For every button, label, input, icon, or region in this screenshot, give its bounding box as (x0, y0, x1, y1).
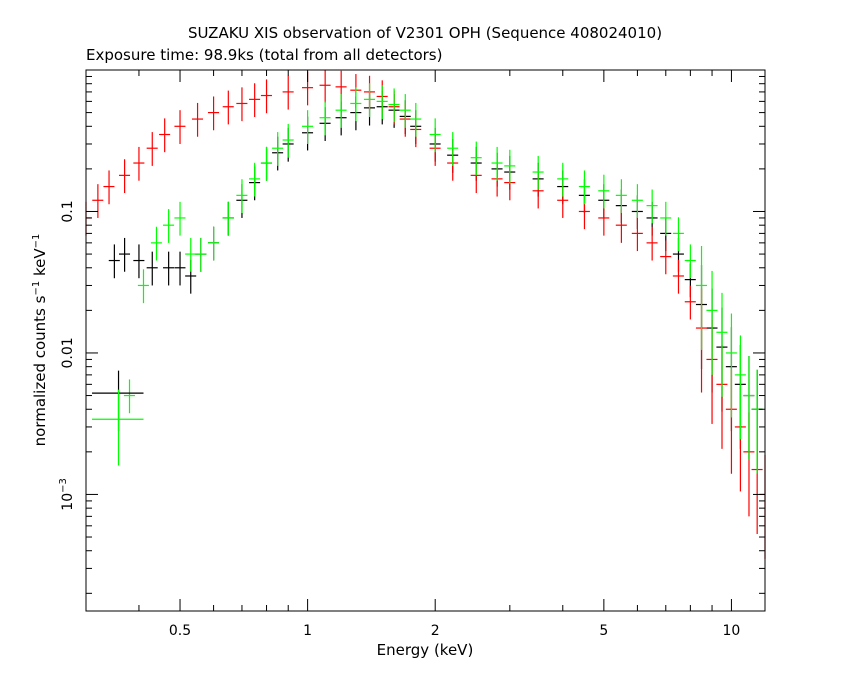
x-tick-label: 10 (723, 623, 741, 639)
series-group (85, 70, 766, 559)
data-layer (85, 70, 766, 559)
y-axis-label-base: normalized counts s (31, 295, 49, 446)
chart-subtitle: Exposure time: 98.9ks (total from all de… (86, 46, 442, 64)
y-tick-label-sup: −3 (58, 478, 69, 493)
series-group (123, 83, 763, 474)
plot-frame (85, 69, 766, 612)
x-tick-label: 1 (303, 623, 312, 639)
annotation-layer (92, 370, 144, 466)
y-axis-label-mid: keV (31, 248, 49, 281)
chart-title: SUZAKU XIS observation of V2301 OPH (Seq… (188, 24, 662, 42)
y-axis-label: normalized counts s−1 keV−1 (31, 234, 49, 447)
x-axis-label: Energy (keV) (377, 641, 474, 659)
y-axis-label-sup1: −1 (31, 281, 42, 296)
x-tick-label: 5 (599, 623, 608, 639)
y-axis-label-sup2: −1 (31, 234, 42, 249)
x-tick-label: 0.5 (169, 623, 191, 639)
y-tick-label-base: 10 (60, 493, 76, 511)
y-tick-label: 0.1 (60, 200, 76, 222)
y-tick-label: 10−3 (58, 478, 76, 511)
y-tick-label: 0.01 (60, 337, 76, 368)
x-tick-label: 2 (431, 623, 440, 639)
